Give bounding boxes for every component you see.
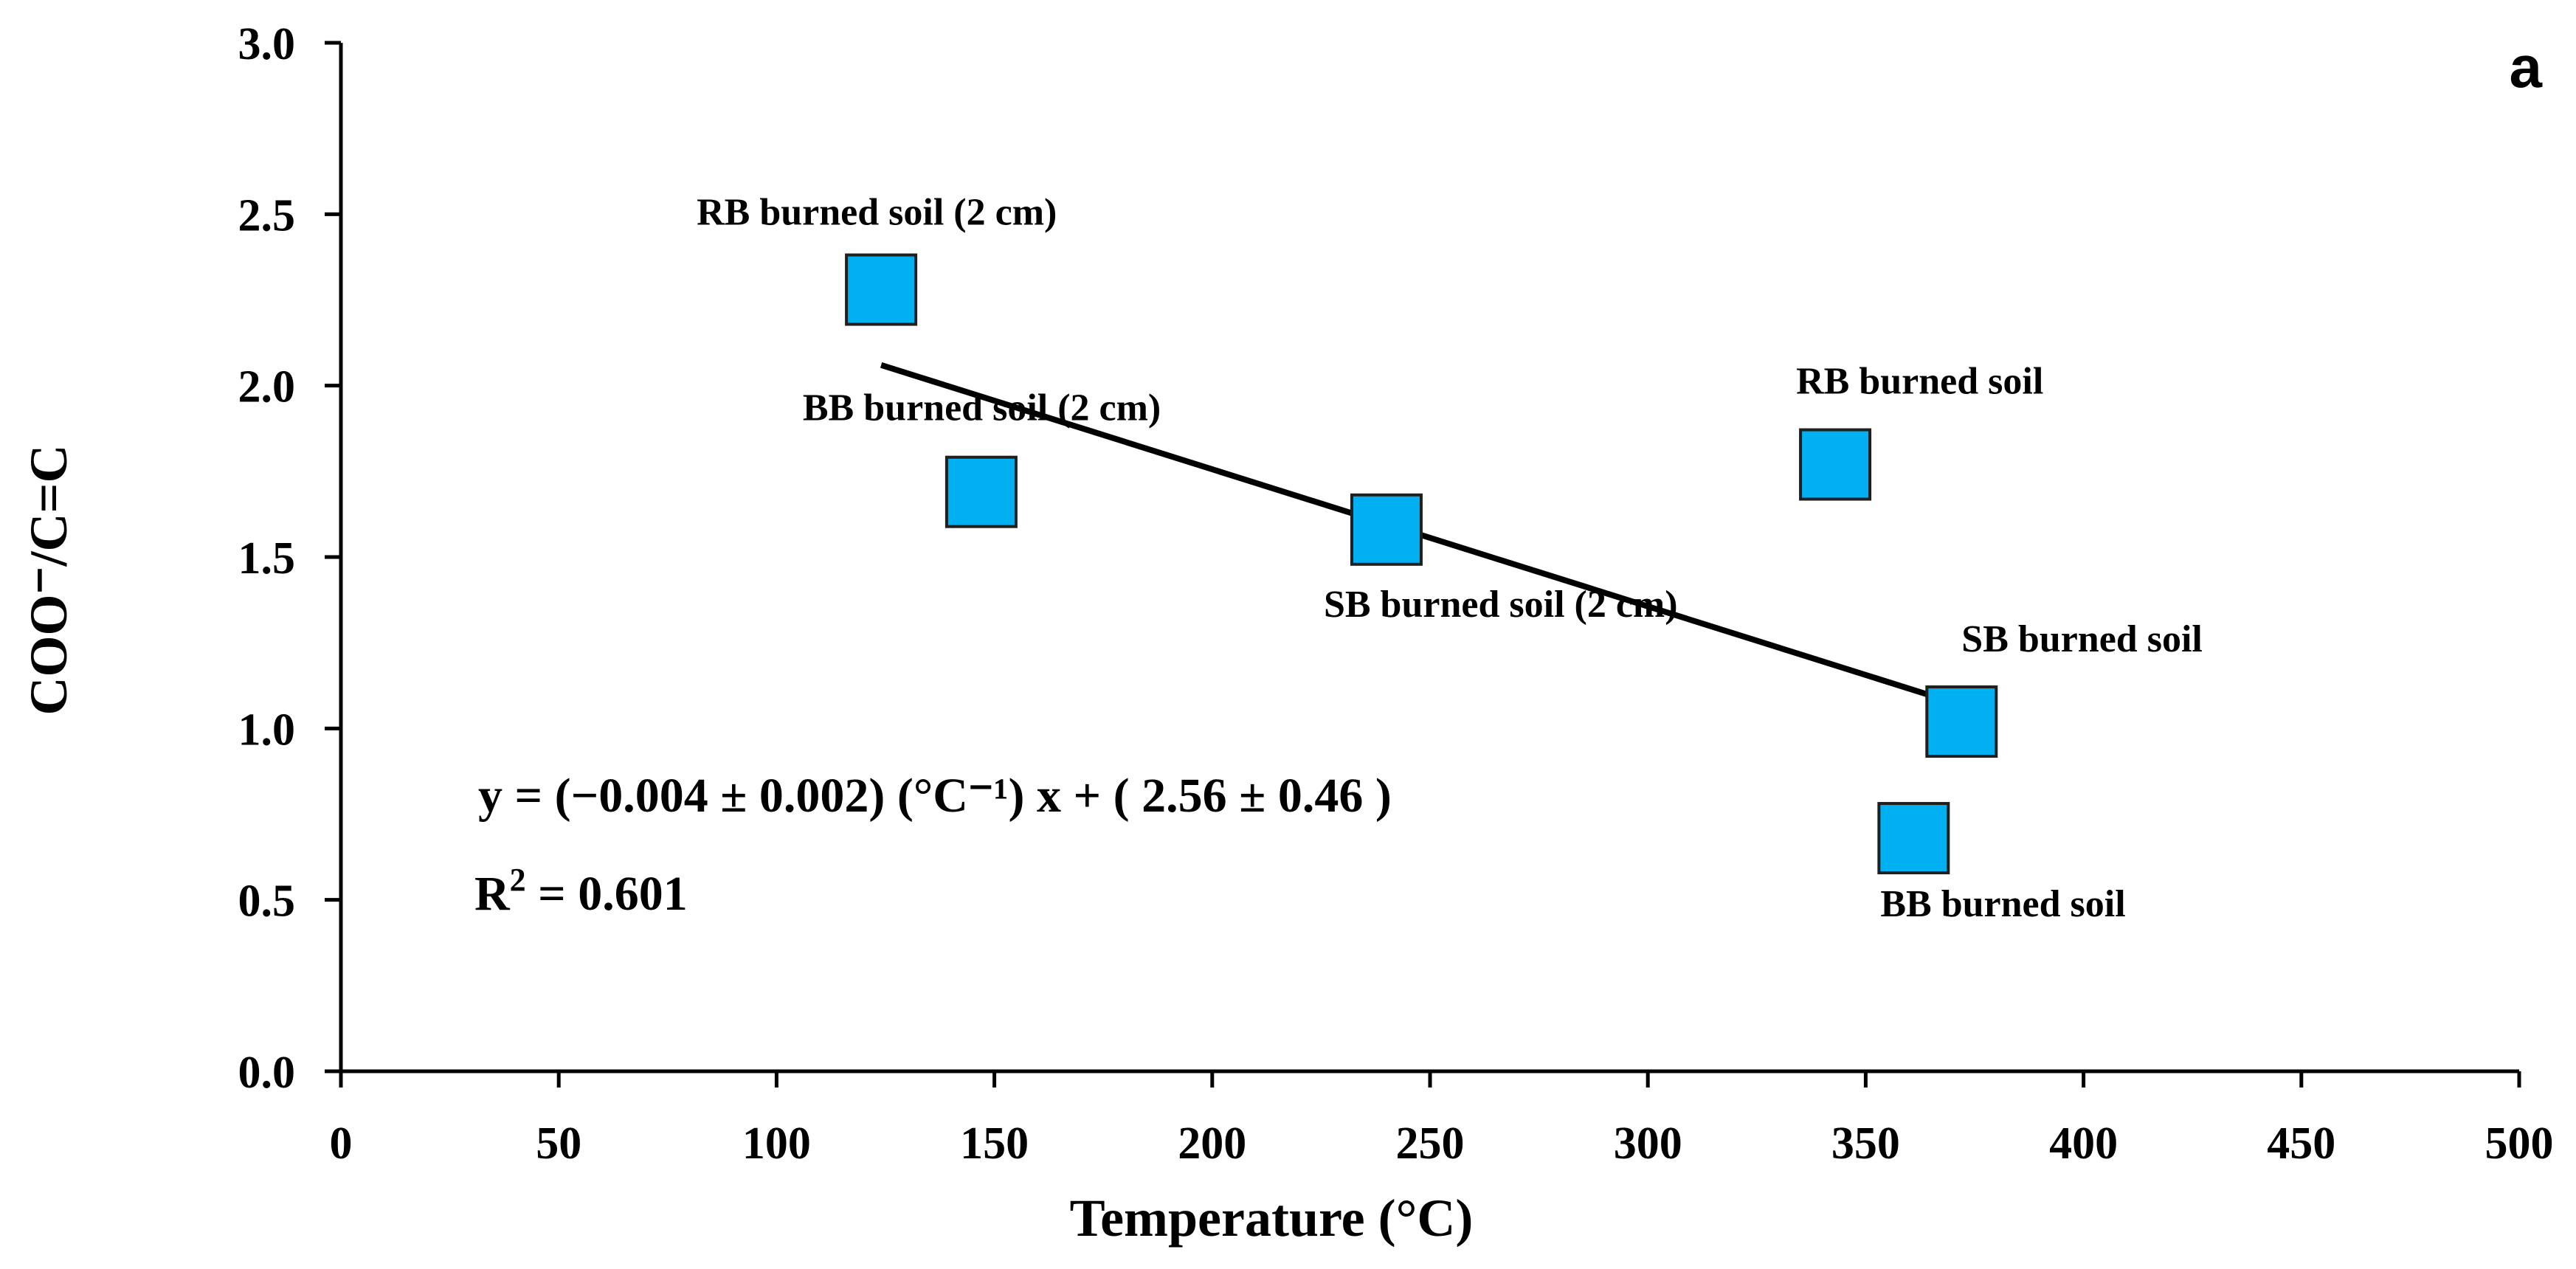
- x-tick-label: 300: [1614, 1118, 1682, 1169]
- y-tick-label: 1.5: [238, 533, 296, 584]
- point-label: BB burned soil (2 cm): [803, 387, 1161, 429]
- point-label: RB burned soil: [1796, 361, 2043, 403]
- x-tick-label: 350: [1831, 1118, 1900, 1169]
- x-tick-label: 150: [960, 1118, 1029, 1169]
- point-label: RB burned soil (2 cm): [697, 192, 1057, 234]
- data-point: [1877, 802, 1950, 875]
- r-squared-value: = 0.601: [526, 867, 688, 921]
- y-tick-label: 1.0: [238, 705, 296, 755]
- y-tick-label: 2.5: [238, 190, 296, 241]
- point-label: BB burned soil: [1880, 883, 2125, 925]
- x-tick-label: 200: [1178, 1118, 1246, 1169]
- regression-line: [880, 362, 1972, 711]
- r-squared-prefix: R: [474, 867, 511, 921]
- data-point: [945, 455, 1018, 528]
- data-point: [845, 253, 918, 326]
- r-squared-label: R2 = 0.601: [474, 862, 688, 921]
- x-axis-title: Temperature (°C): [1070, 1189, 1474, 1248]
- x-tick-label: 100: [742, 1118, 811, 1169]
- y-tick-label: 2.0: [238, 362, 296, 412]
- y-tick-label: 3.0: [238, 19, 296, 69]
- point-label: SB burned soil: [1961, 618, 2203, 660]
- panel-label: a: [2510, 34, 2543, 100]
- x-tick-label: 250: [1396, 1118, 1465, 1169]
- x-tick-label: 450: [2267, 1118, 2335, 1169]
- x-tick-label: 50: [536, 1118, 581, 1169]
- data-point: [1799, 428, 1872, 501]
- y-tick-label: 0.0: [238, 1048, 296, 1098]
- x-tick-label: 0: [330, 1118, 353, 1169]
- point-label: SB burned soil (2 cm): [1324, 584, 1678, 626]
- x-tick-label: 500: [2485, 1118, 2554, 1169]
- y-axis-title: COO⁻/C=C: [19, 444, 78, 715]
- data-point: [1925, 685, 1998, 758]
- regression-equation: y = (−0.004 ± 0.002) (°C⁻¹) x + ( 2.56 ±…: [478, 769, 1392, 823]
- x-tick-label: 400: [2049, 1118, 2118, 1169]
- data-point: [1350, 493, 1423, 566]
- y-tick-label: 0.5: [238, 876, 296, 927]
- r-squared-superscript: 2: [510, 862, 526, 898]
